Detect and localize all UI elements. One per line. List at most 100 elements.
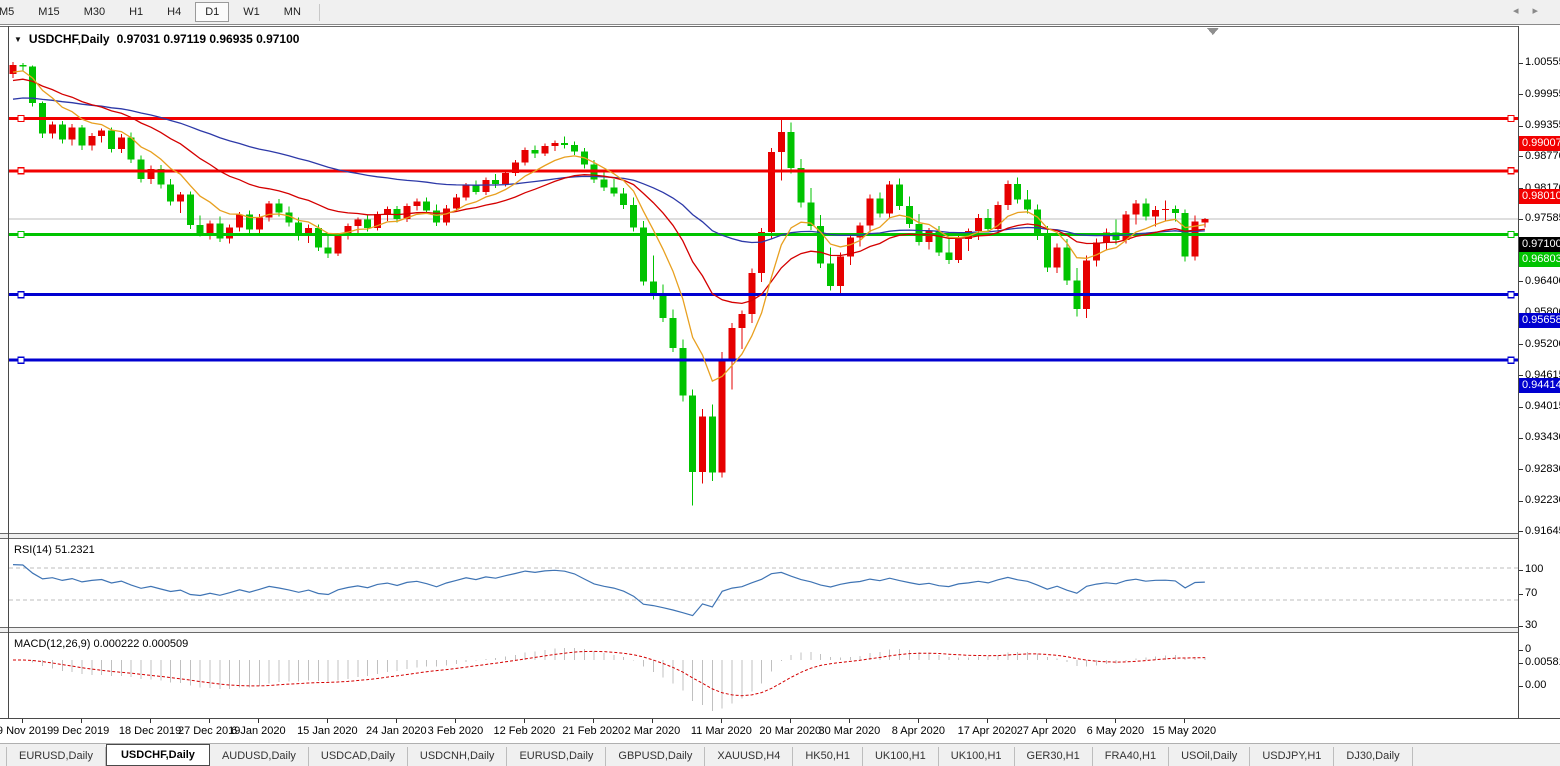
price-scale-label: 1.00555 — [1525, 56, 1560, 68]
rsi-scale-label: 30 — [1525, 619, 1538, 631]
date-label: 3 Feb 2020 — [427, 725, 484, 737]
macd-scale-label: 0.00 — [1525, 679, 1547, 691]
timeframe-button-h1[interactable]: H1 — [129, 6, 144, 18]
chart-tab-audusd-daily[interactable]: AUDUSD,Daily — [210, 747, 309, 766]
rsi-scale-label: 70 — [1525, 587, 1538, 599]
date-label: 29 Nov 2019 — [0, 725, 54, 737]
price-tick — [1519, 500, 1523, 502]
price-scale-label: 0.99955 — [1525, 87, 1560, 100]
date-tick — [396, 719, 398, 723]
level-price-box: 0.98010 — [1519, 188, 1560, 204]
rsi-tick — [1519, 649, 1523, 651]
panel-splitter-rsi[interactable] — [0, 533, 1560, 539]
chart-tab-eurusd-daily[interactable]: EURUSD,Daily — [507, 747, 607, 766]
chart-left-border — [8, 26, 9, 719]
price-scale[interactable]: 1.005550.999550.993550.987700.981700.975… — [1519, 26, 1560, 738]
price-scale-label: 0.94015 — [1525, 400, 1560, 413]
level-price-box: 0.96803 — [1519, 252, 1560, 268]
timeframe-button-m5[interactable]: M5 — [0, 6, 15, 18]
rsi-scale-label: 0 — [1525, 643, 1532, 655]
price-tick — [1519, 125, 1523, 127]
price-tick — [1519, 94, 1523, 96]
date-tick — [1115, 719, 1117, 723]
date-tick — [721, 719, 723, 723]
timeframe-button-m15[interactable]: M15 — [38, 6, 60, 18]
timeframe-button-w1[interactable]: W1 — [243, 6, 260, 18]
panel-splitter-macd[interactable] — [0, 627, 1560, 633]
date-label: 21 Feb 2020 — [562, 725, 625, 737]
chart-tab-eurusd-daily[interactable]: EURUSD,Daily — [6, 747, 106, 766]
price-tick — [1519, 531, 1523, 533]
date-label: 27 Dec 2019 — [177, 725, 241, 737]
date-tick — [593, 719, 595, 723]
chart-tab-hk50-h1[interactable]: HK50,H1 — [793, 747, 863, 766]
chart-tab-bar: EURUSD,Daily USDCHF,Daily AUDUSD,Daily USDC… — [0, 743, 1560, 766]
rsi-label: RSI(14) 51.2321 — [14, 544, 95, 556]
chart-window[interactable]: ▼ USDCHF,Daily 0.97031 0.97119 0.96935 0… — [0, 26, 1560, 743]
price-tick — [1519, 156, 1523, 158]
tab-scroll-right-icon[interactable]: ▸ — [1532, 5, 1552, 17]
chart-tab-usdchf-daily[interactable]: USDCHF,Daily — [105, 744, 210, 766]
date-label: 11 Mar 2020 — [690, 725, 752, 737]
price-tick — [1519, 406, 1523, 408]
rsi-indicator-panel[interactable] — [9, 540, 1518, 626]
timeframe-button-d1[interactable]: D1 — [195, 2, 230, 22]
chart-tab-dj30-daily[interactable]: DJ30,Daily — [1334, 747, 1413, 766]
price-tick — [1519, 218, 1523, 220]
price-tick — [1519, 375, 1523, 377]
timeframe-button-h4[interactable]: H4 — [167, 6, 182, 18]
macd-indicator-panel[interactable] — [9, 634, 1518, 718]
chart-tab-usdjpy-h1[interactable]: USDJPY,H1 — [1250, 747, 1335, 766]
date-label: 27 Apr 2020 — [1016, 725, 1077, 737]
timeframe-button-mn[interactable]: MN — [283, 6, 301, 18]
timeframe-button-m30[interactable]: M30 — [83, 6, 106, 18]
chart-title: ▼ USDCHF,Daily 0.97031 0.97119 0.96935 0… — [14, 32, 299, 46]
chart-tab-uk100-h1[interactable]: UK100,H1 — [939, 747, 1015, 766]
price-tick — [1519, 281, 1523, 283]
date-label: 8 Apr 2020 — [891, 725, 945, 737]
date-tick — [209, 719, 211, 723]
date-label: 18 Dec 2019 — [118, 725, 182, 737]
rsi-scale-label: 100 — [1525, 563, 1544, 575]
macd-label: MACD(12,26,9) 0.000222 0.000509 — [14, 638, 189, 650]
toolbar-separator — [318, 3, 320, 21]
chart-top-border — [0, 26, 1560, 27]
date-tick — [327, 719, 329, 723]
date-label: 9 Dec 2019 — [52, 725, 110, 737]
price-tick — [1519, 469, 1523, 471]
macd-scale-label: 0.005818 — [1525, 656, 1560, 668]
chart-tab-fra40-h1[interactable]: FRA40,H1 — [1093, 747, 1170, 766]
date-tick — [150, 719, 152, 723]
date-label: 15 Jan 2020 — [297, 725, 358, 737]
price-tick — [1519, 437, 1523, 439]
date-tick — [1184, 719, 1186, 723]
chart-tab-ger30-h1[interactable]: GER30,H1 — [1015, 747, 1093, 766]
chart-tab-usdcnh-daily[interactable]: USDCNH,Daily — [408, 747, 508, 766]
chart-tab-usoil-daily[interactable]: USOil,Daily — [1169, 747, 1251, 766]
date-label: 6 May 2020 — [1086, 725, 1145, 737]
rsi-tick — [1519, 625, 1523, 627]
price-scale-label: 0.97585 — [1525, 212, 1560, 225]
chart-tab-uk100-h1[interactable]: UK100,H1 — [863, 747, 939, 766]
date-label: 30 Mar 2020 — [818, 725, 881, 737]
date-tick — [849, 719, 851, 723]
date-tick — [790, 719, 792, 723]
rsi-tick — [1519, 569, 1523, 571]
chart-tab-gbpusd-daily[interactable]: GBPUSD,Daily — [606, 747, 706, 766]
main-price-chart[interactable] — [9, 27, 1518, 532]
date-label: 20 Mar 2020 — [759, 725, 822, 737]
chart-tab-xauusd-h4[interactable]: XAUUSD,H4 — [705, 747, 794, 766]
tab-scroll-arrows[interactable]: ◂▸ — [1513, 4, 1552, 17]
chart-tab-usdcad-daily[interactable]: USDCAD,Daily — [309, 747, 408, 766]
date-tick — [918, 719, 920, 723]
level-price-box: 0.94414 — [1519, 378, 1560, 394]
price-scale-border — [1518, 26, 1519, 719]
chart-dropdown-icon[interactable]: ▼ — [14, 34, 22, 44]
date-label: 17 Apr 2020 — [957, 725, 1017, 737]
tab-scroll-left-icon[interactable]: ◂ — [1512, 5, 1533, 17]
rsi-tick — [1519, 593, 1523, 595]
